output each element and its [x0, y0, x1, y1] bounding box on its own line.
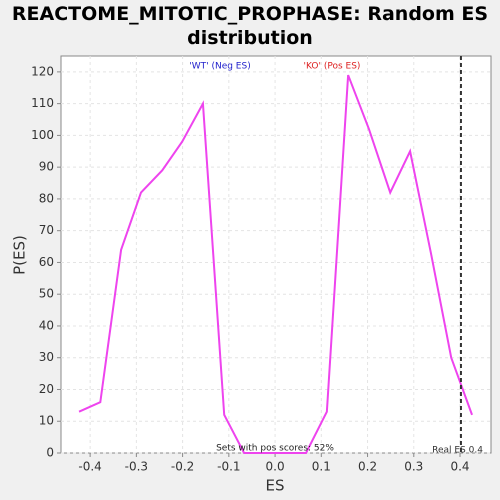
x-tick-label: -0.4 [78, 460, 101, 474]
y-tick-label: 120 [31, 64, 54, 78]
annotation: 'KO' (Pos ES) [304, 62, 361, 72]
x-axis-label: ES [266, 477, 285, 495]
annotation: Sets with pos scores: 52% [216, 444, 334, 454]
x-tick-label: 0.3 [404, 460, 423, 474]
y-axis-label: P(ES) [11, 235, 29, 275]
y-tick-label: 70 [39, 223, 54, 237]
y-tick-label: 80 [39, 191, 54, 205]
annotation: 'WT' (Neg ES) [189, 62, 250, 72]
y-tick-label: 50 [39, 287, 54, 301]
x-tick-label: -0.2 [171, 460, 194, 474]
y-tick-label: 30 [39, 350, 54, 364]
y-tick-label: 40 [39, 318, 54, 332]
y-tick-label: 0 [46, 446, 54, 460]
real-es-label: Real ES 0.4 [432, 446, 483, 456]
x-tick-label: 0.2 [358, 460, 377, 474]
y-tick-label: 100 [31, 128, 54, 142]
x-tick-label: -0.1 [217, 460, 240, 474]
x-tick-label: 0.1 [312, 460, 331, 474]
y-tick-label: 110 [31, 96, 54, 110]
y-tick-label: 60 [39, 255, 54, 269]
y-tick-label: 90 [39, 160, 54, 174]
series-line [78, 74, 473, 454]
y-tick-label: 10 [39, 414, 54, 428]
chart-title: REACTOME_MITOTIC_PROPHASE: Random ES dis… [11, 3, 489, 49]
x-tick-label: -0.3 [125, 460, 148, 474]
plot-area [60, 55, 492, 454]
x-tick-label: 0.4 [450, 460, 469, 474]
y-tick-label: 20 [39, 382, 54, 396]
x-tick-label: 0.0 [266, 460, 285, 474]
